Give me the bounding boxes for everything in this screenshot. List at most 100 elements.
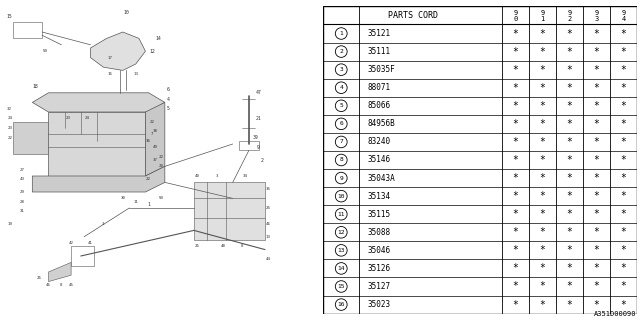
Text: 1: 1: [339, 31, 343, 36]
Text: 50: 50: [43, 49, 48, 53]
Text: 41: 41: [88, 241, 93, 245]
Text: A351D00090: A351D00090: [595, 311, 637, 317]
Text: 2: 2: [260, 157, 263, 163]
Text: *: *: [540, 65, 545, 75]
Text: 6: 6: [166, 87, 170, 92]
Text: *: *: [540, 47, 545, 57]
Text: *: *: [620, 209, 627, 219]
Text: *: *: [566, 65, 572, 75]
Text: *: *: [513, 137, 518, 147]
Text: 35046: 35046: [367, 246, 390, 255]
Polygon shape: [145, 102, 165, 176]
Text: *: *: [566, 137, 572, 147]
Text: *: *: [620, 173, 627, 183]
Text: 18: 18: [33, 84, 38, 89]
Text: 44: 44: [266, 257, 271, 261]
Text: *: *: [513, 101, 518, 111]
Text: 35043A: 35043A: [367, 173, 395, 183]
Text: *: *: [566, 263, 572, 273]
Text: 9: 9: [540, 10, 545, 16]
Text: *: *: [540, 83, 545, 93]
Text: *: *: [620, 28, 627, 38]
Text: 20: 20: [159, 164, 164, 168]
Text: *: *: [513, 300, 518, 309]
Text: *: *: [620, 263, 627, 273]
Text: 26: 26: [36, 276, 42, 280]
Text: 13: 13: [133, 72, 138, 76]
Text: *: *: [513, 65, 518, 75]
Text: 45: 45: [68, 283, 74, 287]
Text: 25: 25: [266, 206, 271, 210]
Polygon shape: [13, 122, 49, 154]
Text: *: *: [593, 137, 599, 147]
Text: 0: 0: [513, 16, 518, 22]
Text: 35127: 35127: [367, 282, 390, 291]
Text: *: *: [566, 300, 572, 309]
Text: *: *: [513, 191, 518, 201]
Text: 37: 37: [152, 158, 157, 162]
Polygon shape: [32, 93, 165, 112]
Text: 48: 48: [221, 244, 225, 248]
Text: 4: 4: [621, 16, 625, 22]
Text: 46: 46: [46, 283, 51, 287]
Text: *: *: [620, 137, 627, 147]
Text: *: *: [566, 245, 572, 255]
Text: 11: 11: [133, 200, 138, 204]
Text: *: *: [620, 227, 627, 237]
Text: *: *: [620, 101, 627, 111]
Text: *: *: [513, 47, 518, 57]
Text: *: *: [593, 28, 599, 38]
Text: *: *: [593, 227, 599, 237]
Text: *: *: [620, 119, 627, 129]
Text: 9: 9: [567, 10, 572, 16]
Text: *: *: [566, 83, 572, 93]
Text: *: *: [593, 263, 599, 273]
Text: 35035F: 35035F: [367, 65, 395, 74]
Text: 35121: 35121: [367, 29, 390, 38]
Text: *: *: [566, 209, 572, 219]
Text: 5: 5: [339, 103, 343, 108]
Text: *: *: [566, 191, 572, 201]
Text: 35126: 35126: [367, 264, 390, 273]
Text: *: *: [540, 28, 545, 38]
Text: *: *: [513, 227, 518, 237]
Polygon shape: [90, 32, 145, 70]
Text: *: *: [593, 155, 599, 165]
Text: 29: 29: [20, 190, 25, 194]
Text: 11: 11: [337, 212, 345, 217]
Text: 13: 13: [266, 235, 271, 239]
Text: 28: 28: [20, 200, 25, 204]
Text: *: *: [513, 209, 518, 219]
Text: 9: 9: [621, 10, 625, 16]
Text: *: *: [513, 245, 518, 255]
Text: *: *: [593, 83, 599, 93]
Text: *: *: [540, 101, 545, 111]
Text: *: *: [620, 83, 627, 93]
Text: 9: 9: [257, 145, 260, 150]
Text: 3: 3: [339, 67, 343, 72]
Text: 8: 8: [60, 283, 63, 287]
Text: *: *: [566, 47, 572, 57]
Bar: [239, 141, 259, 150]
Text: 39: 39: [252, 135, 258, 140]
Text: *: *: [540, 173, 545, 183]
Text: 35146: 35146: [367, 156, 390, 164]
Text: *: *: [540, 137, 545, 147]
Text: 3: 3: [594, 16, 598, 22]
Text: 23: 23: [65, 116, 70, 120]
Text: 35023: 35023: [367, 300, 390, 309]
Polygon shape: [194, 182, 265, 240]
Text: 2: 2: [567, 16, 572, 22]
Text: 38: 38: [152, 129, 157, 133]
Text: 35: 35: [266, 187, 271, 191]
Text: 15: 15: [337, 284, 345, 289]
Text: *: *: [620, 65, 627, 75]
Text: 30: 30: [120, 196, 125, 200]
Text: *: *: [593, 101, 599, 111]
Text: 19: 19: [7, 222, 12, 226]
Text: 4: 4: [339, 85, 343, 90]
Text: *: *: [540, 282, 545, 292]
Text: 10: 10: [123, 10, 129, 15]
Text: 13: 13: [337, 248, 345, 253]
Text: *: *: [593, 245, 599, 255]
